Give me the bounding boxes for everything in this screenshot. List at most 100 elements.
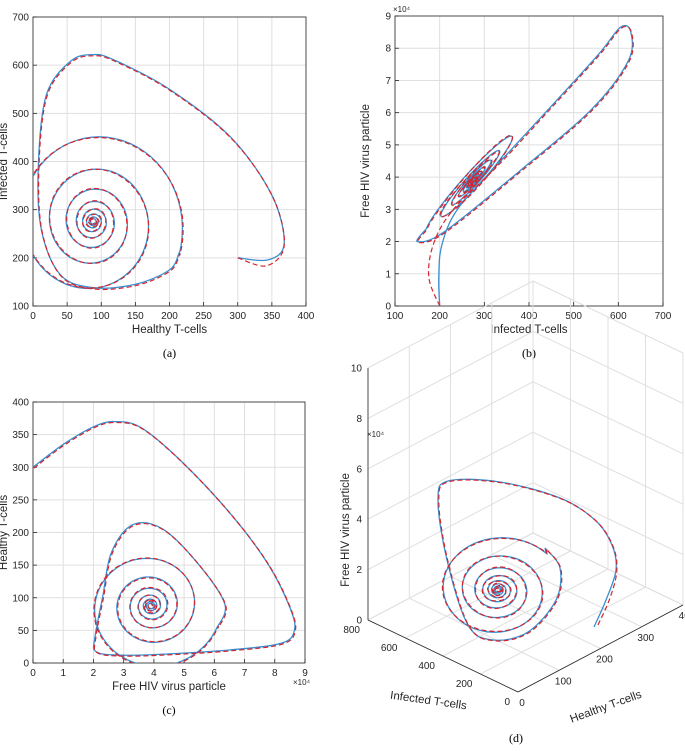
tick-label-z-d: 8 xyxy=(356,414,362,425)
tick-label-x-a: 400 xyxy=(298,311,315,322)
gridline-sidewall-z-d xyxy=(532,280,684,354)
gridline-backwall-z-d xyxy=(367,381,534,470)
tick-label-y-c: 200 xyxy=(12,528,29,539)
axis-title-y-d: Infected T-cells xyxy=(389,690,467,713)
tick-label-x-a: 0 xyxy=(30,311,36,322)
tick-label-x-c: 2 xyxy=(91,668,97,679)
curves-c xyxy=(33,420,297,663)
tick-label-y-b: 3 xyxy=(385,205,391,216)
gridline-sidewall-z-d xyxy=(532,330,684,404)
tick-label-x-c: 4 xyxy=(151,668,157,679)
tick-label-y-c: 100 xyxy=(12,593,29,604)
tick-label-y-a: 700 xyxy=(12,13,29,24)
tick-label-x-c: 3 xyxy=(121,668,127,679)
tick-label-y-b: 5 xyxy=(385,140,391,151)
gridline-sidewall-z-d xyxy=(532,532,684,606)
gridline-sidewall-z-d xyxy=(532,482,684,556)
axis-title-y-b: Free HIV virus particle xyxy=(360,104,372,218)
tick-label-y-b: 6 xyxy=(385,108,391,119)
tick-label-x-b: 300 xyxy=(476,311,493,322)
tick-label-x-a: 350 xyxy=(264,311,281,322)
gridline-backwall-z-d xyxy=(367,280,534,369)
tick-label-x-b: 700 xyxy=(655,311,672,322)
tick-label-z-d: 6 xyxy=(356,464,362,475)
tick-label-y-d: 400 xyxy=(418,661,435,672)
gridline-floor-y-d xyxy=(480,586,646,675)
tick-label-z-d: 10 xyxy=(351,364,363,375)
tick-label-z-d: 2 xyxy=(356,565,362,576)
tick-label-y-c: 300 xyxy=(12,463,29,474)
curves-b xyxy=(416,25,634,306)
tick-label-x-a: 150 xyxy=(127,311,144,322)
tick-label-y-c: 250 xyxy=(12,495,29,506)
tick-label-y-c: 50 xyxy=(18,626,30,637)
series-line-fractional-a xyxy=(33,55,285,291)
tick-label-y-a: 500 xyxy=(12,109,29,120)
tick-label-x-c: 9 xyxy=(302,668,308,679)
axis-title-y-c: Healthy T-cells xyxy=(0,495,10,570)
axis-exponent-label-d: ×10⁴ xyxy=(367,430,385,439)
tick-label-y-a: 600 xyxy=(12,61,29,72)
axis-exponent-label-b: ×10⁴ xyxy=(393,5,411,14)
subfigure-caption-c: (c) xyxy=(162,703,175,717)
tick-label-x-d: 200 xyxy=(596,655,613,666)
axis-exponent-label-c: ×10⁴ xyxy=(293,678,311,687)
tick-label-x-b: 500 xyxy=(565,311,582,322)
tick-label-y-a: 400 xyxy=(12,157,29,168)
tick-label-x-d: 0 xyxy=(519,698,525,709)
tick-label-y-c: 0 xyxy=(23,659,29,670)
curves-a xyxy=(33,53,285,291)
tick-label-x-d: 400 xyxy=(679,611,685,622)
subfigure-caption-d: (d) xyxy=(509,731,523,745)
tick-label-x-c: 7 xyxy=(242,668,248,679)
tick-label-x-d: 100 xyxy=(555,676,572,687)
series-line-model-d xyxy=(437,478,617,641)
chart-b: 100 200 300 400 500 600 700 0 1 2 3 4 5 6 7 8 9 Infected … xyxy=(360,5,672,360)
series-line-fractional-d xyxy=(438,479,618,642)
tick-label-y-c: 400 xyxy=(12,398,29,409)
tick-label-x-c: 0 xyxy=(30,668,36,679)
tick-label-x-d: 300 xyxy=(637,633,654,644)
axis-title-x-c: Free HIV virus particle xyxy=(112,681,226,693)
tick-label-y-a: 200 xyxy=(12,253,29,264)
gridline-backwall-z-d xyxy=(367,482,534,571)
tick-label-z-d: 0 xyxy=(356,616,362,627)
tick-label-y-b: 0 xyxy=(385,302,391,313)
tick-label-y-b: 7 xyxy=(385,76,391,87)
tick-label-x-b: 100 xyxy=(387,311,404,322)
tick-label-x-a: 250 xyxy=(195,311,212,322)
chart-a: 0 50 100 150 200 250 300 350 400 100 200 300 400 500 6… xyxy=(0,13,315,361)
axis-line-x-d xyxy=(517,604,684,693)
tick-label-y-c: 350 xyxy=(12,430,29,441)
tick-label-x-a: 300 xyxy=(229,311,246,322)
tick-label-x-a: 100 xyxy=(93,311,110,322)
gridline-backwall-z-d xyxy=(367,431,534,520)
tick-label-x-a: 200 xyxy=(161,311,178,322)
tick-label-y-b: 1 xyxy=(385,269,391,280)
tick-label-y-b: 2 xyxy=(385,237,391,248)
tick-label-x-c: 1 xyxy=(60,668,66,679)
tick-label-x-c: 6 xyxy=(212,668,218,679)
chart-c: 0 1 2 3 4 5 6 7 8 9 0 50 100 150 200 250 300 350 400 Free H… xyxy=(0,398,311,718)
axis-title-x-d: Healthy T-cells xyxy=(569,689,644,726)
series-line-fractional-c xyxy=(33,421,297,663)
axis-title-x-b: Infected T-cells xyxy=(490,324,567,336)
tick-label-z-d: 4 xyxy=(356,515,362,526)
subfigure-caption-b: (b) xyxy=(522,346,536,360)
chart-d: 010020030040002004006008000246810Healthy… xyxy=(340,280,685,745)
tick-label-x-b: 200 xyxy=(431,311,448,322)
tick-label-y-b: 9 xyxy=(385,12,391,23)
gridline-backwall-z-d xyxy=(367,330,534,419)
gridline-sidewall-z-d xyxy=(532,431,684,505)
tick-label-y-c: 150 xyxy=(12,561,29,572)
axis-title-y-a: Infected T-cells xyxy=(0,123,10,200)
gridline-floor-y-d xyxy=(442,568,609,657)
axis-title-x-a: Healthy T-cells xyxy=(132,324,207,336)
tick-label-y-b: 4 xyxy=(385,173,391,184)
axis-line-y-d xyxy=(367,619,519,693)
tick-label-x-b: 400 xyxy=(521,311,538,322)
tick-label-x-c: 5 xyxy=(181,668,187,679)
subfigure-caption-a: (a) xyxy=(163,346,176,360)
gridline-floor-y-d xyxy=(405,550,571,639)
tick-label-y-d: 800 xyxy=(343,625,360,636)
